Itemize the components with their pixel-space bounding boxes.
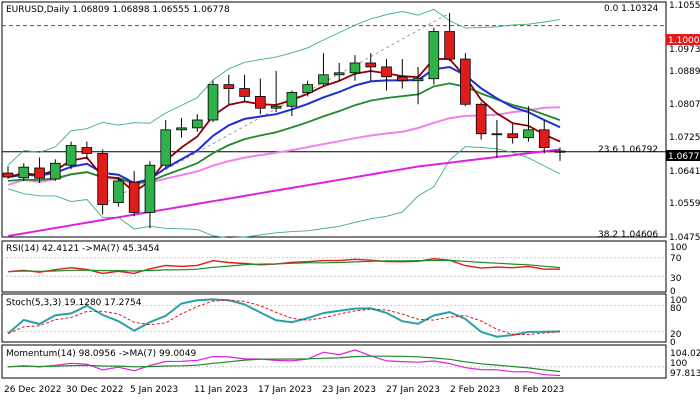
candle-body — [523, 129, 534, 139]
momentum-plot-area — [2, 349, 666, 377]
x-tick-label: 8 Feb 2023 — [514, 385, 564, 395]
rsi-y-axis: 100 70 30 0 — [670, 243, 687, 297]
candle-body — [2, 172, 14, 178]
y-tick: 1.08890 — [669, 67, 700, 77]
y-tick: 100 — [670, 296, 687, 306]
candle-body — [160, 129, 172, 166]
candle-body — [270, 105, 282, 109]
y-tick: 80 — [670, 304, 682, 314]
candle-body — [333, 72, 345, 76]
candle-body — [191, 119, 203, 129]
x-tick-label: 23 Jan 2023 — [322, 385, 376, 395]
main-title: EURUSD,Daily 1.06809 1.06898 1.06555 1.0… — [6, 5, 230, 15]
stoch-title: Stoch(5,3,3) 19.1280 17.2754 — [6, 298, 142, 308]
candle-body — [286, 92, 298, 107]
x-tick-label: 11 Jan 2023 — [194, 385, 248, 395]
y-tick: 100 — [670, 243, 687, 253]
price-badge: 1.06778 — [668, 152, 700, 162]
x-tick-label: 2 Feb 2023 — [450, 385, 500, 395]
bollinger-lower-line — [7, 146, 561, 239]
momentum-ma-line — [7, 355, 561, 373]
y-tick: 0 — [670, 338, 676, 348]
candle-body — [444, 31, 455, 60]
y-tick: 0 — [670, 287, 676, 297]
main-panel-frame — [1, 1, 667, 238]
y-tick: 1.05590 — [669, 199, 700, 209]
x-tick-label: 5 Jan 2023 — [130, 385, 178, 395]
candle-body — [50, 162, 61, 180]
momentum-title: Momentum(14) 98.0956 ->MA(7) 99.0049 — [6, 349, 197, 359]
y-tick: 104.0283 — [670, 349, 700, 359]
y-tick: 1.08070 — [669, 100, 700, 110]
candle-body — [65, 145, 77, 166]
fib-label-382: 38.2 1.04606 — [598, 230, 658, 240]
x-tick-label: 27 Jan 2023 — [386, 385, 440, 395]
y-tick: 97.8131 — [670, 369, 700, 379]
candle-body — [365, 62, 377, 68]
candle-body — [396, 76, 408, 82]
candle-body — [460, 58, 471, 105]
level-badge-bg — [666, 34, 700, 45]
candle-body — [239, 88, 250, 97]
stoch-y-axis: 100 80 20 0 — [670, 296, 687, 348]
candle-body — [475, 103, 487, 135]
candle-body — [113, 180, 124, 203]
level-badge: 1.10000 — [668, 36, 700, 46]
y-tick: 1.09730 — [669, 45, 700, 55]
momentum-line — [7, 349, 561, 377]
rsi-title: RSI(14) 42.4121 ->MA(7) 45.3454 — [6, 244, 160, 254]
candle-body — [538, 129, 550, 148]
bollinger-upper-line — [7, 8, 561, 166]
candle-body — [507, 133, 518, 139]
candle-body — [349, 62, 361, 74]
candle-body — [81, 147, 93, 154]
y-tick: 100 — [670, 359, 687, 369]
candle-body — [412, 78, 424, 82]
rsi-plot-area — [2, 257, 666, 277]
stoch-k-line — [7, 298, 561, 338]
price-badge-bg — [666, 150, 700, 161]
rsi-ma-line — [7, 259, 561, 273]
candle-body — [318, 74, 329, 85]
candle-body — [207, 84, 219, 121]
candle-body — [491, 133, 503, 136]
fib-label-0: 0.0 1.10324 — [604, 4, 659, 14]
stoch-panel-frame — [1, 293, 667, 343]
candle-body — [97, 153, 108, 205]
candle-body — [428, 31, 440, 80]
candle-body — [128, 181, 140, 213]
candle-body — [302, 84, 313, 93]
y-tick: 70 — [670, 254, 682, 264]
y-tick: 30 — [670, 274, 682, 284]
x-tick-label: 30 Dec 2022 — [66, 385, 124, 395]
y-tick: 20 — [670, 330, 682, 340]
candle-body — [176, 127, 187, 131]
y-tick: 1.10550 — [669, 1, 700, 11]
y-tick: 1.07250 — [669, 133, 700, 143]
ma-magenta-line — [7, 148, 561, 237]
y-tick: 1.04750 — [669, 233, 700, 243]
y-tick: 1.06410 — [669, 167, 700, 177]
fib-label-236: 23.6 1.06792 — [598, 145, 658, 155]
main-y-axis: 1.10550 1.09730 1.08890 1.08070 1.07250 … — [669, 1, 700, 243]
candle-body — [255, 96, 266, 109]
main-plot-area — [2, 8, 666, 239]
momentum-panel-frame — [1, 344, 667, 379]
candle-body — [223, 84, 235, 89]
momentum-y-axis: 104.0283 100 97.8131 — [670, 349, 700, 379]
x-tick-label: 26 Dec 2022 — [4, 385, 62, 395]
stoch-d-line — [7, 299, 561, 335]
x-tick-label: 17 Jan 2023 — [258, 385, 312, 395]
candle-body — [554, 150, 566, 153]
candle-body — [381, 66, 392, 78]
rsi-panel-frame — [1, 240, 667, 293]
candle-body — [144, 164, 156, 213]
candle-body — [18, 166, 30, 179]
candle-body — [34, 167, 45, 179]
stoch-plot-area — [2, 298, 666, 338]
x-axis: 26 Dec 2022 30 Dec 2022 5 Jan 2023 11 Ja… — [4, 385, 564, 395]
